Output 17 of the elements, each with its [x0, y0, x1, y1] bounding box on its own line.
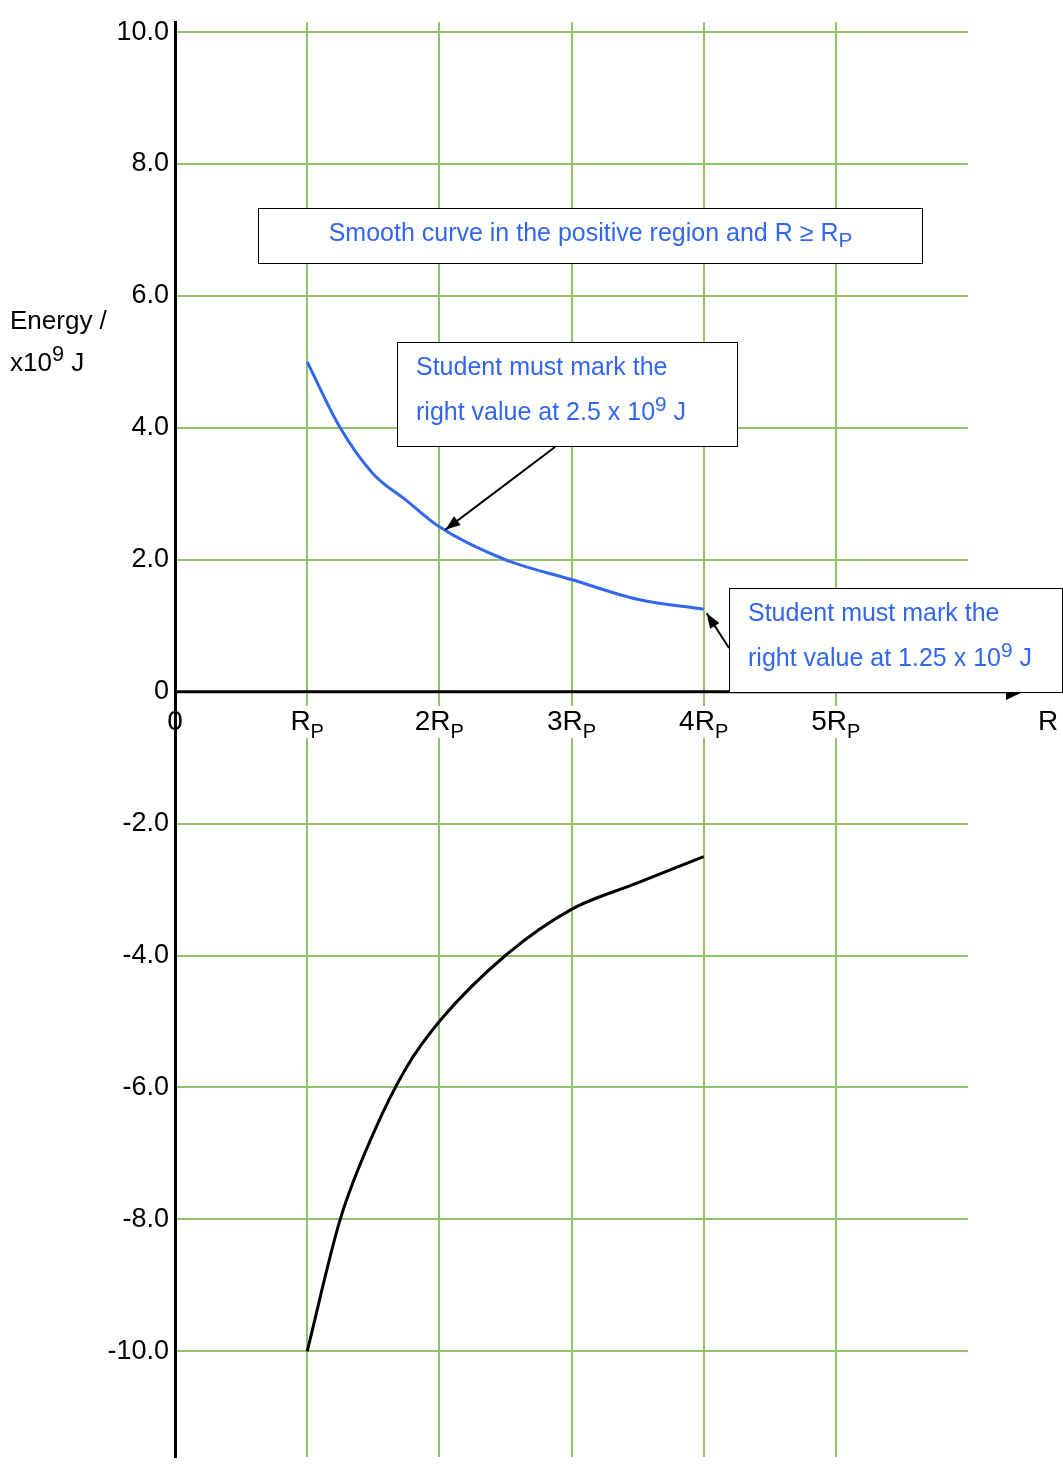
y-tick-label: -6.0: [122, 1070, 169, 1101]
note-box: Student must mark the right value at 2.5 x 10$^{9}$ J: [397, 342, 738, 447]
y-tick-label: 10.0: [116, 15, 169, 46]
x-axis-title: R: [1037, 704, 1059, 736]
y-tick-label: -8.0: [122, 1202, 169, 1233]
y-tick-label: 8.0: [131, 147, 169, 178]
note-box: Smooth curve in the positive region and R ≥ R$_{P}$: [258, 208, 923, 264]
y-tick-label: -10.0: [107, 1334, 169, 1365]
y-tick-label: -4.0: [122, 938, 169, 969]
y-tick-label: 2.0: [131, 543, 169, 574]
y-tick-label: 6.0: [131, 279, 169, 310]
y-axis-title: Energy / x10$^{9}$ J: [10, 304, 108, 379]
y-tick-label: 4.0: [131, 411, 169, 442]
line-series: [305, 855, 706, 1353]
note-box: Student must mark the right value at 1.25 x 10$^{9}$ J: [729, 588, 1063, 693]
y-tick-label: -2.0: [122, 807, 169, 838]
y-tick-label: 0: [153, 675, 169, 706]
